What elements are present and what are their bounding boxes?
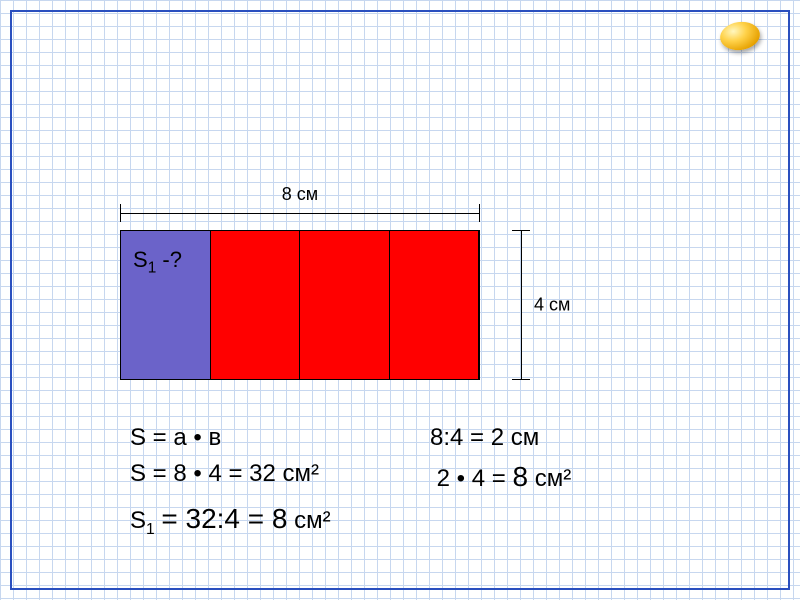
formula-left: S = 8 • 4 = 32 см²	[130, 456, 430, 498]
formula-left: S = a • в	[130, 420, 430, 456]
formula-right: 2 • 4 = 8 см²	[430, 456, 571, 498]
rect-part-2	[211, 231, 301, 379]
rect-part-3	[300, 231, 390, 379]
rect-part-4	[390, 231, 480, 379]
dimension-width: 8 см	[120, 204, 480, 222]
partitioned-rectangle: S1 -?	[120, 230, 480, 380]
formula-row-1: S = a • в8:4 = 2 см	[130, 420, 571, 456]
formula-row-2: S = 8 • 4 = 32 см² 2 • 4 = 8 см²	[130, 456, 571, 498]
dimension-width-label: 8 см	[120, 184, 480, 205]
s1-label: S1 -?	[133, 247, 182, 277]
dimension-height: 4 см	[512, 230, 530, 380]
dimension-height-label: 4 см	[534, 295, 570, 316]
formula-block: S = a • в8:4 = 2 смS = 8 • 4 = 32 см² 2 …	[130, 420, 571, 541]
formula-right: 8:4 = 2 см	[430, 420, 539, 456]
formula-left: S1 = 32:4 = 8 см²	[130, 498, 430, 541]
formula-row-3: S1 = 32:4 = 8 см²	[130, 498, 571, 541]
paper-background: 8 см S1 -? 4 см S = a • в8:4 = 2 смS = 8…	[0, 0, 800, 600]
